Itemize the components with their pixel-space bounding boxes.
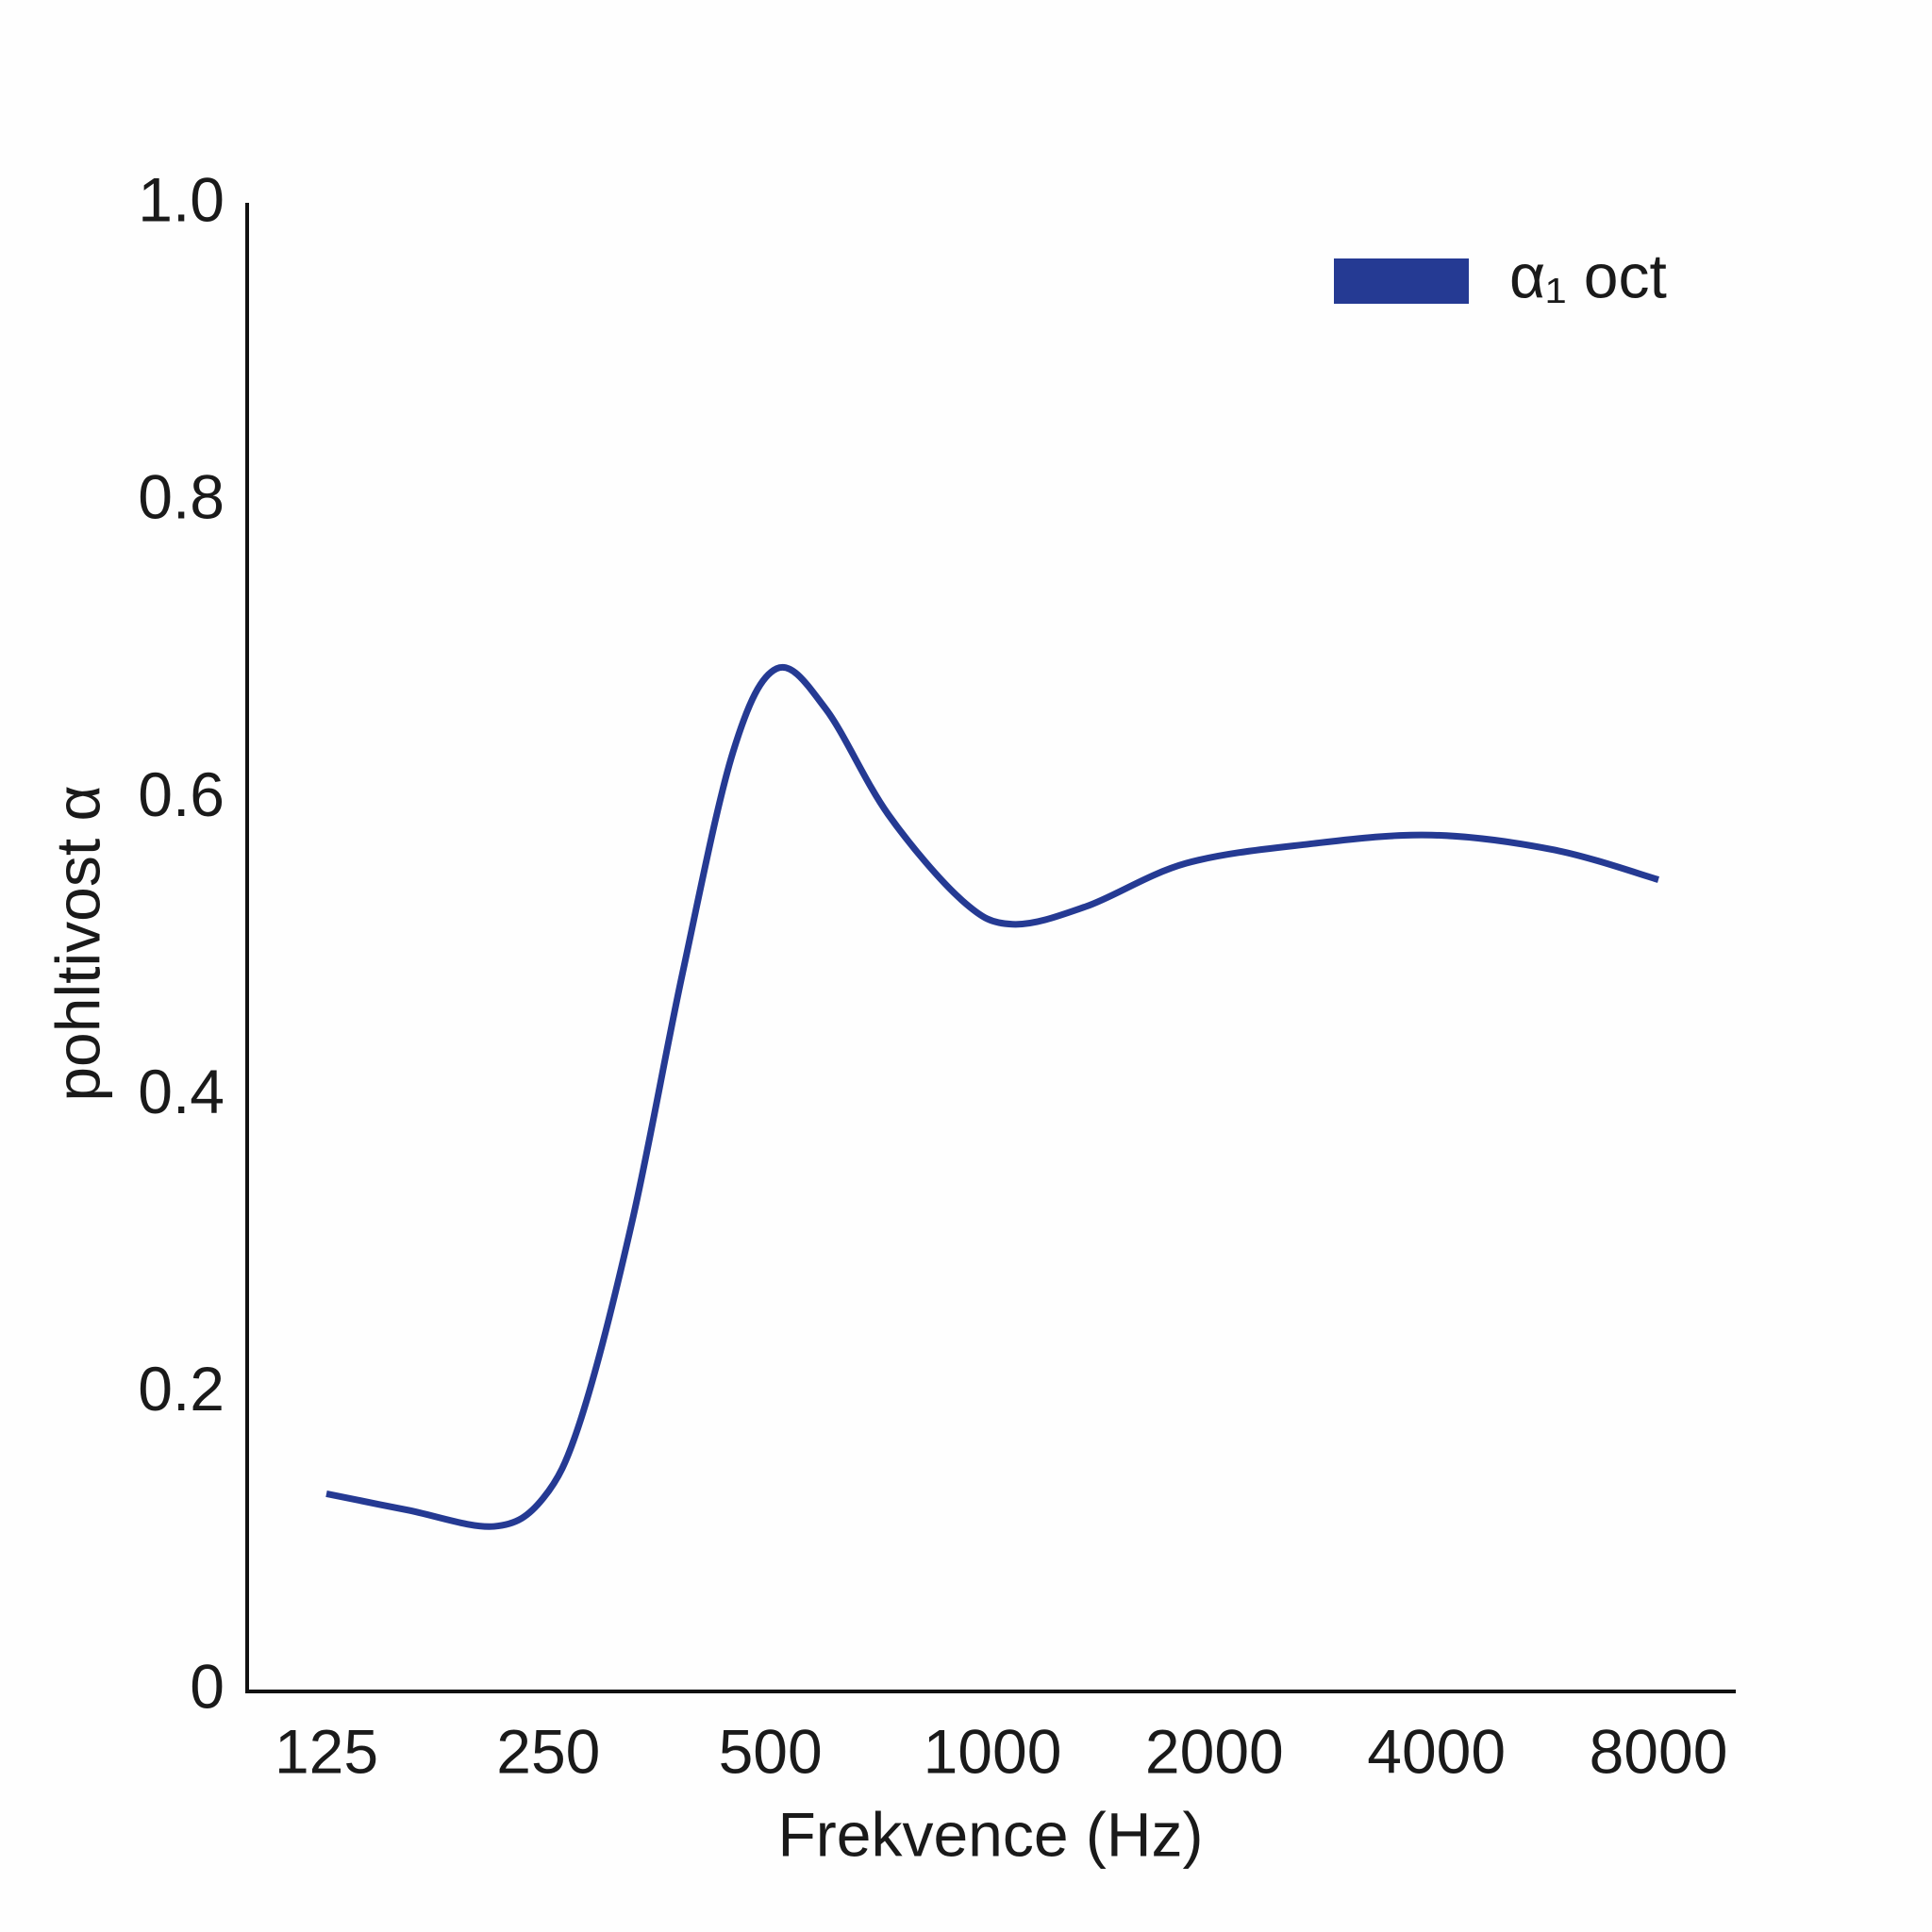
y-tick-label: 0.8 [138,462,225,532]
y-tick-label: 1.0 [138,164,225,234]
x-tick-label: 4000 [1367,1716,1506,1786]
y-tick-label: 0.4 [138,1057,225,1126]
x-axis-label: Frekvence (Hz) [777,1799,1203,1869]
x-tick-label: 2000 [1145,1716,1284,1786]
x-tick-label: 8000 [1590,1716,1728,1786]
x-tick-label: 1000 [924,1716,1062,1786]
data-line [325,663,1659,1530]
x-tick-label: 500 [719,1716,823,1786]
legend-label: α₁ oct [1509,241,1667,310]
y-tick-label: 0 [190,1651,225,1721]
x-tick-label: 125 [275,1716,378,1786]
y-tick-label: 0.2 [138,1354,225,1424]
y-axis-label: pohltivost α [42,785,112,1101]
x-tick-label: 250 [496,1716,600,1786]
legend-swatch [1334,258,1469,304]
y-tick-label: 0.6 [138,759,225,829]
